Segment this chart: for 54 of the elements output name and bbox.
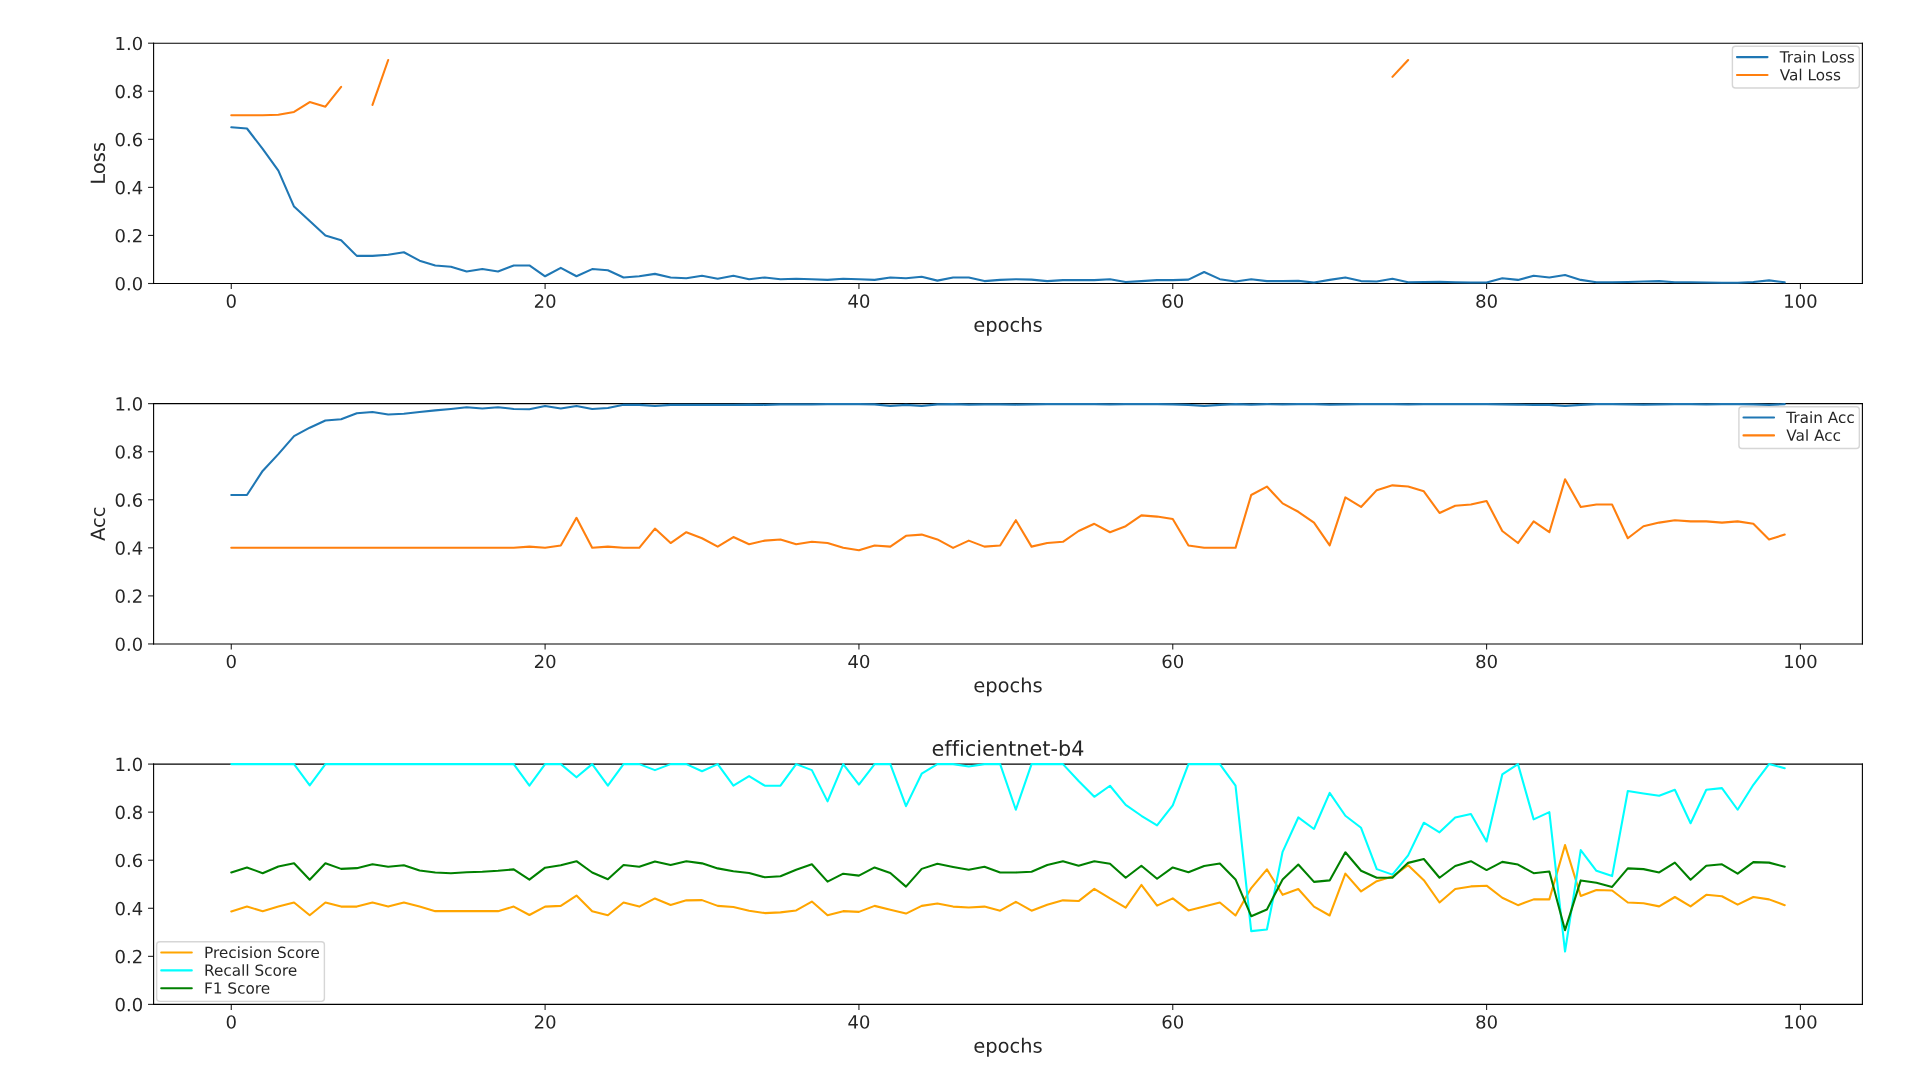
line-series	[230, 126, 1786, 284]
y-tick-label: 0.6	[115, 493, 143, 507]
x-tick-label: 0	[226, 1015, 236, 1029]
x-axis-title: epochs	[974, 677, 1042, 697]
y-tick-label: 0.8	[115, 445, 142, 459]
x-axis-title: epochs	[974, 316, 1042, 336]
x-tick-label: 0	[226, 654, 236, 669]
legend-label: Val Loss	[1779, 68, 1841, 81]
y-tick-label: 1.0	[116, 36, 142, 51]
y-axis-title: Loss	[90, 142, 106, 183]
y-tick-label: 0.0	[115, 637, 142, 652]
x-tick-label: 80	[1476, 1015, 1497, 1029]
line-series	[230, 844, 1786, 917]
x-tick-label: 60	[1162, 1015, 1184, 1029]
x-tick-label: 40	[848, 294, 870, 308]
y-axis-title: Acc	[90, 507, 106, 541]
legend-label: Precision Score	[205, 946, 319, 959]
x-tick-label: 40	[848, 654, 870, 669]
x-tick-label: 60	[1162, 294, 1184, 308]
x-tick-label: 0	[226, 294, 236, 308]
y-tick-label: 0.8	[115, 805, 142, 820]
legend-label: Train Loss	[1779, 50, 1855, 63]
y-tick-label: 0.6	[115, 132, 143, 147]
y-tick-label: 0.8	[115, 84, 142, 99]
y-tick-label: 0.0	[115, 997, 142, 1012]
y-tick-label: 0.6	[115, 853, 143, 868]
y-tick-label: 0.4	[115, 901, 143, 916]
line-series	[230, 851, 1786, 932]
x-tick-label: 20	[534, 294, 556, 308]
legend-label: Recall Score	[205, 964, 297, 976]
legend-label: Val Acc	[1786, 429, 1841, 441]
x-tick-label: 100	[1785, 654, 1817, 669]
y-tick-label: 1.0	[116, 397, 142, 411]
y-tick-label: 1.0	[116, 757, 142, 772]
y-tick-label: 0.2	[115, 589, 142, 604]
y-tick-label: 0.4	[115, 541, 143, 555]
legend-label: F1 Score	[205, 982, 270, 994]
x-tick-label: 20	[534, 654, 556, 669]
y-tick-label: 0.2	[115, 949, 142, 964]
line-series	[230, 478, 1786, 552]
x-tick-label: 20	[534, 1015, 556, 1029]
legend-label: Train Acc	[1786, 411, 1854, 424]
x-axis-title: epochs	[974, 1037, 1042, 1057]
y-tick-label: 0.4	[115, 180, 143, 195]
y-tick-label: 0.2	[115, 228, 142, 243]
x-tick-label: 40	[848, 1015, 870, 1029]
y-tick-label: 0.0	[115, 276, 142, 291]
chart-title: efficientnet-b4	[932, 739, 1084, 757]
x-tick-label: 80	[1476, 654, 1497, 669]
x-tick-label: 100	[1785, 1015, 1817, 1029]
x-tick-label: 100	[1785, 294, 1817, 308]
x-tick-label: 80	[1476, 294, 1497, 308]
x-tick-label: 60	[1162, 654, 1184, 669]
line-series	[230, 403, 1786, 496]
